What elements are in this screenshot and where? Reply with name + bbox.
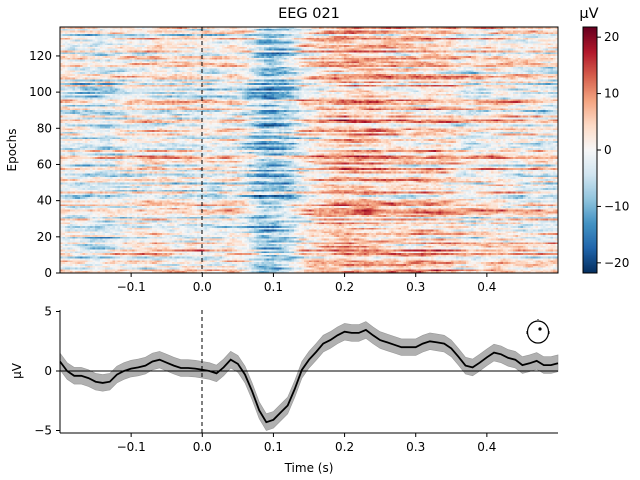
y-tick-label: 0 [44, 364, 52, 378]
evoked-axes: −0.1 0.0 0.1 0.2 0.3 0.4 −5 0 5 Time (s) µV [10, 305, 559, 475]
y-tick-label: 60 [37, 157, 52, 171]
evoked-mean-line [59, 328, 559, 424]
y-tick-label: −5 [34, 424, 52, 438]
x-tick-label: 0.4 [477, 440, 496, 454]
evoked-y-ticks: −5 0 5 [34, 305, 60, 438]
evoked-x-label: Time (s) [284, 461, 334, 475]
x-tick-label: 0.2 [335, 280, 354, 294]
x-tick-label: −0.1 [117, 280, 146, 294]
chart-title: EEG 021 [278, 6, 340, 22]
y-tick-label: 80 [37, 121, 52, 135]
y-tick-label: 100 [29, 85, 52, 99]
x-tick-label: 0.1 [264, 440, 283, 454]
image-y-label: Epochs [5, 129, 19, 172]
y-tick-label: 120 [29, 49, 52, 63]
colorbar-tick-label: −10 [604, 199, 629, 213]
colorbar-tick-label: −20 [604, 256, 629, 270]
x-tick-label: 0.3 [406, 280, 425, 294]
image-axes-frame [59, 26, 559, 274]
colorbar-gradient [583, 27, 597, 273]
epochs-heatmap-image [60, 27, 558, 273]
x-tick-label: 0.4 [477, 280, 496, 294]
colorbar-frame [582, 26, 598, 274]
x-tick-label: −0.1 [117, 440, 146, 454]
y-tick-label: 5 [44, 305, 52, 319]
sensor-location-icon [526, 319, 550, 344]
evoked-confidence-band [59, 321, 559, 431]
x-tick-label: 0.1 [264, 280, 283, 294]
evoked-x-ticks: −0.1 0.0 0.1 0.2 0.3 0.4 [117, 433, 496, 454]
y-tick-label: 20 [37, 230, 52, 244]
colorbar-label: µV [579, 6, 598, 22]
colorbar-tick-label: 20 [604, 30, 619, 44]
image-y-ticks: 0 20 40 60 80 100 120 [29, 49, 60, 280]
colorbar-ticks: −20 −10 0 10 20 [597, 30, 629, 270]
x-tick-label: 0.3 [406, 440, 425, 454]
y-tick-label: 40 [37, 194, 52, 208]
colorbar-tick-label: 0 [604, 143, 612, 157]
x-tick-label: 0.2 [335, 440, 354, 454]
colorbar-tick-label: 10 [604, 87, 619, 101]
image-x-ticks: −0.1 0.0 0.1 0.2 0.3 0.4 [117, 273, 496, 294]
x-tick-label: 0.0 [193, 280, 212, 294]
y-tick-label: 0 [44, 266, 52, 280]
evoked-y-label: µV [10, 362, 24, 379]
x-tick-label: 0.0 [193, 440, 212, 454]
